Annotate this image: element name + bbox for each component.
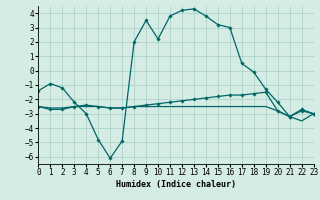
X-axis label: Humidex (Indice chaleur): Humidex (Indice chaleur): [116, 180, 236, 189]
